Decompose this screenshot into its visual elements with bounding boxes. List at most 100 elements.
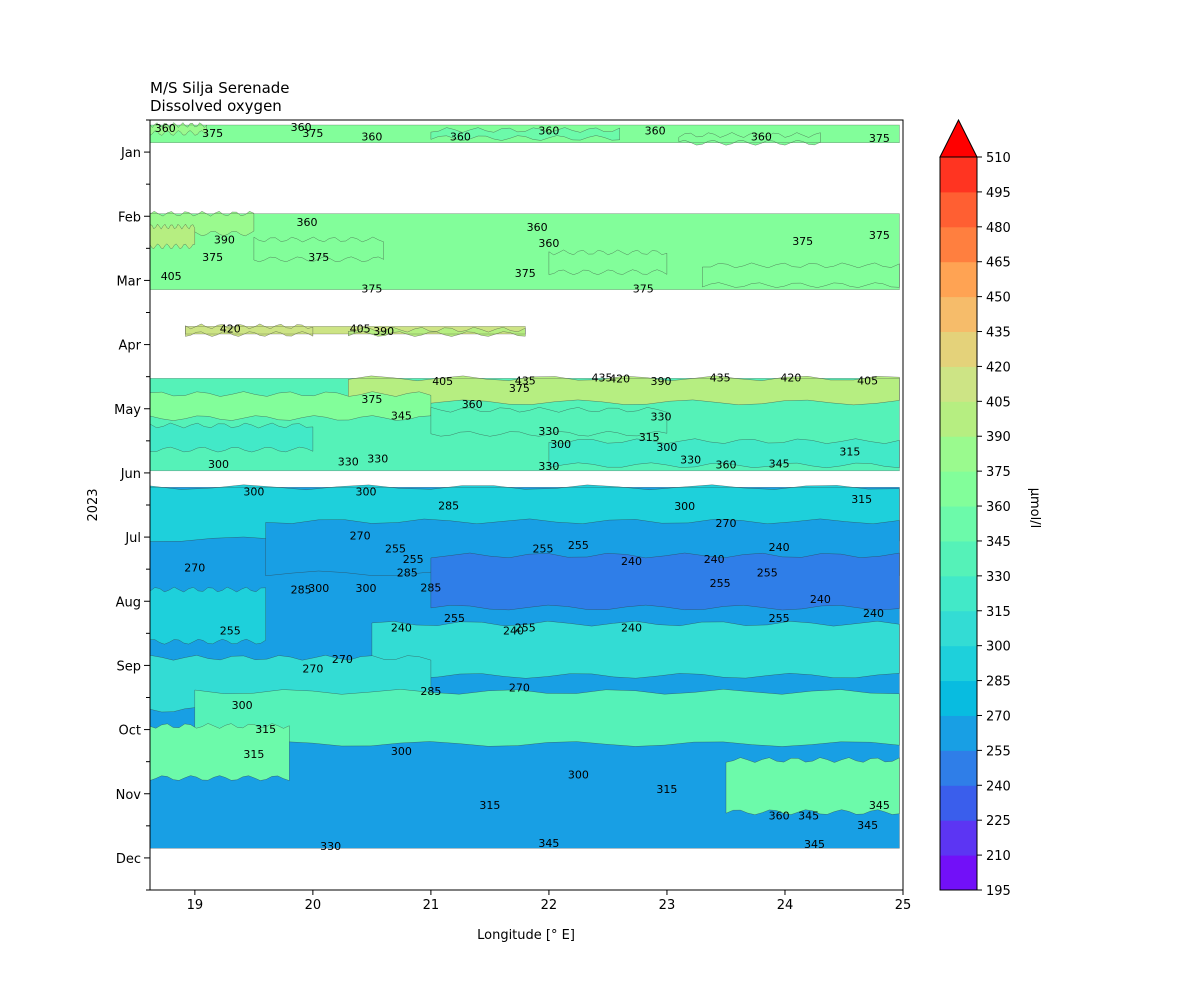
colorbar-segment: [940, 715, 977, 751]
contour-label: 240: [704, 553, 725, 566]
contour-patch-2-0: [185, 323, 314, 337]
contour-patch-1-1: [150, 223, 196, 250]
contour-label: 345: [538, 837, 559, 850]
colorbar-segment: [940, 401, 977, 437]
contour-label: 240: [391, 622, 412, 635]
contour-patch-4-6: [194, 689, 900, 747]
contour-label: 360: [462, 398, 483, 411]
colorbar-tick-label: 315: [986, 605, 1011, 620]
contour-label: 390: [373, 325, 394, 338]
contour-label: 375: [308, 251, 329, 264]
contour-label: 330: [320, 840, 341, 853]
contour-label: 330: [651, 411, 672, 424]
contour-label: 315: [243, 748, 264, 761]
colorbar-frame: [939, 156, 978, 891]
contour-label: 300: [243, 485, 264, 498]
contour-label: 240: [621, 622, 642, 635]
colorbar-segment: [940, 540, 977, 577]
y-tick-label: Jun: [120, 467, 141, 482]
contour-label: 270: [509, 682, 530, 695]
contour-label: 270: [302, 663, 323, 676]
contour-label: 375: [361, 283, 382, 296]
contour-label: 345: [391, 409, 412, 422]
colorbar-segment: [940, 680, 977, 716]
contour-label: 300: [391, 745, 412, 758]
contour-label: 345: [857, 819, 878, 832]
contour-patch-4-3: [150, 586, 266, 645]
x-tick-label: 21: [423, 898, 440, 913]
band-outline-3: [150, 378, 900, 472]
contour-label: 420: [780, 371, 801, 384]
colorbar-tick-label: 255: [986, 744, 1011, 759]
contour-label: 360: [291, 121, 312, 134]
contour-label: 345: [869, 799, 890, 812]
contour-label: 285: [291, 584, 312, 597]
contour-label: 360: [538, 237, 559, 250]
contour-label: 405: [857, 375, 878, 388]
contour-label: 285: [420, 685, 441, 698]
contour-label: 285: [438, 499, 459, 512]
contour-label: 375: [792, 235, 813, 248]
contour-label: 300: [232, 699, 253, 712]
colorbar-label: µmol/l: [1027, 488, 1042, 529]
contour-label: 255: [220, 625, 241, 638]
colorbar-segment: [940, 610, 977, 647]
contour-label: 300: [568, 768, 589, 781]
contour-label: 255: [444, 612, 465, 625]
contour-label: 300: [308, 582, 329, 595]
colorbar-segment: [940, 261, 977, 298]
contour-label: 405: [350, 323, 371, 336]
colorbar-segment: [940, 785, 977, 821]
contour-label: 315: [656, 783, 677, 796]
contour-label: 315: [479, 799, 500, 812]
contour-label: 360: [297, 216, 318, 229]
contour-label: 255: [568, 539, 589, 552]
colorbar-tick-label: 375: [986, 465, 1011, 480]
colorbar-tick-label: 495: [986, 186, 1011, 201]
contour-label: 330: [538, 425, 559, 438]
contour-label: 405: [161, 270, 182, 283]
colorbar-segment: [940, 645, 977, 682]
y-tick-label: Apr: [119, 339, 142, 354]
contour-label: 270: [332, 653, 353, 666]
colorbar-segment: [940, 506, 977, 542]
contour-label: 240: [621, 555, 642, 568]
colorbar-tick-label: 240: [986, 779, 1011, 794]
contour-label: 345: [798, 810, 819, 823]
contour-label: 315: [851, 493, 872, 506]
chart-subtitle: Dissolved oxygen: [150, 97, 282, 115]
contour-label: 360: [450, 131, 471, 144]
colorbar-tick-label: 405: [986, 395, 1011, 410]
contour-label: 360: [361, 131, 382, 144]
contour-label: 345: [769, 458, 790, 471]
x-axis: 19 20 21 22 23 24 25: [187, 890, 911, 913]
band-outline-0: [150, 124, 900, 143]
x-tick-label: 23: [659, 898, 676, 913]
contour-label: 390: [651, 375, 672, 388]
colorbar-tick-label: 345: [986, 535, 1011, 550]
contour-patch-4-7: [150, 723, 290, 781]
contour-label: 360: [538, 124, 559, 137]
contour-label: 360: [716, 459, 737, 472]
contour-label: 315: [255, 723, 276, 736]
y-axis-label: 2023: [86, 488, 101, 521]
contour-label: 420: [220, 323, 241, 336]
contour-label: 285: [397, 566, 418, 579]
contour-label: 270: [350, 530, 371, 543]
contour-patch-1-2: [253, 236, 384, 263]
contour-label: 255: [769, 612, 790, 625]
contour-label: 240: [810, 593, 831, 606]
colorbar-tick-label: 270: [986, 709, 1011, 724]
band-2: [185, 326, 526, 334]
contour-label: 330: [538, 460, 559, 473]
colorbar-tick-label: 510: [986, 151, 1011, 166]
colorbar-tick-label: 285: [986, 675, 1011, 690]
contour-label: 255: [385, 542, 406, 555]
contour-label: 255: [757, 566, 778, 579]
colorbar: 195 210 225 240 255 270 285 300 315 330 345 360 375 3…: [939, 118, 1011, 899]
contour-label: 375: [869, 229, 890, 242]
contour-patch-3-2: [430, 406, 668, 437]
colorbar-tick-label: 360: [986, 500, 1011, 515]
colorbar-tick-label: 450: [986, 291, 1011, 306]
